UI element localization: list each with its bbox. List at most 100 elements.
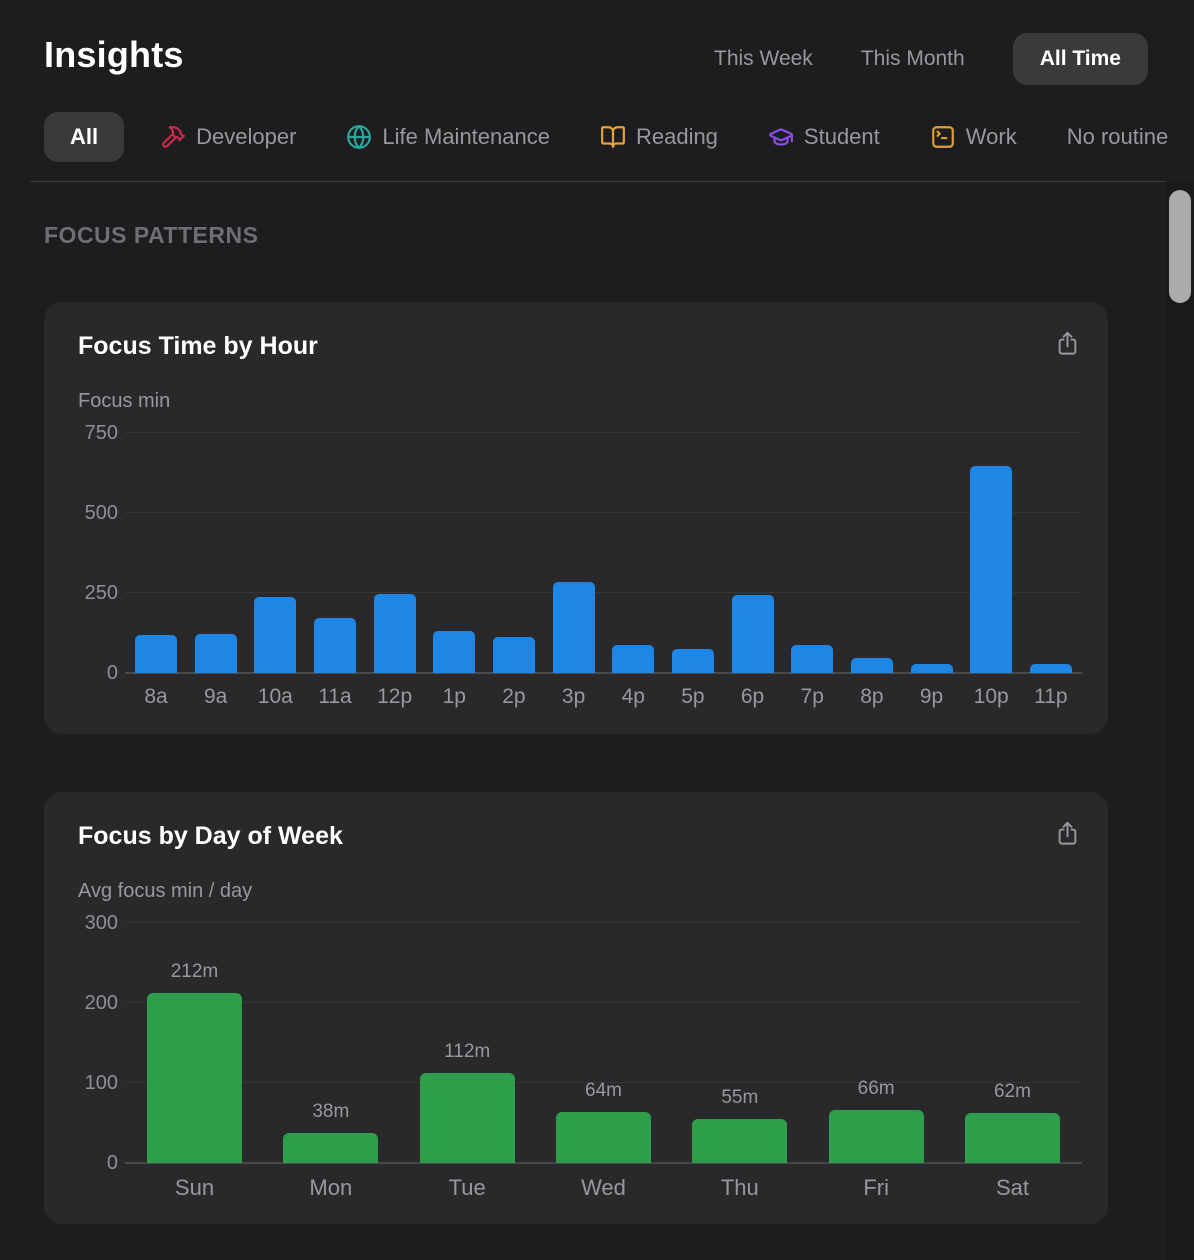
graduation-cap-icon: [768, 124, 794, 150]
x-axis-label: 8a: [144, 685, 168, 708]
x-axis-label: 7p: [800, 685, 824, 708]
filter-work[interactable]: Work: [930, 124, 1017, 150]
x-axis-label: 3p: [561, 685, 586, 708]
filter-student[interactable]: Student: [768, 124, 880, 150]
filter-developer[interactable]: Developer: [160, 124, 296, 150]
card-title: Focus Time by Hour: [78, 332, 318, 360]
bar-slot: 55m Thu: [692, 923, 788, 1200]
x-axis-label: 10p: [973, 685, 1009, 708]
tab-this-month[interactable]: This Month: [860, 47, 965, 70]
y-axis: 0 100 200 300: [78, 912, 118, 1174]
filter-life-maintenance[interactable]: Life Maintenance: [346, 124, 550, 150]
page-title: Insights: [44, 34, 184, 75]
share-icon: [1054, 330, 1081, 360]
share-button[interactable]: [1048, 816, 1086, 854]
x-axis-label: Tue: [448, 1175, 486, 1200]
x-axis-label: 10a: [257, 685, 293, 708]
bar-slot: 11a: [313, 433, 356, 708]
filter-label: No routine: [1066, 124, 1169, 149]
filter-label: Reading: [635, 124, 718, 149]
x-axis-label: 11a: [318, 685, 352, 708]
scrollbar-track[interactable]: [1166, 182, 1194, 1260]
card-title: Focus by Day of Week: [78, 822, 343, 850]
gridline: [125, 1162, 1082, 1164]
gridline: [125, 672, 1082, 674]
bar-value-label: 66m: [857, 1078, 895, 1100]
bar-Fri: [828, 1110, 924, 1163]
x-axis-label: 5p: [681, 685, 705, 708]
share-button[interactable]: [1048, 326, 1086, 364]
time-range-tabs: This Week This Month All Time: [714, 33, 1148, 85]
x-axis-label: Sat: [995, 1175, 1029, 1200]
bar-5p: [671, 648, 714, 673]
bar-Sat: [964, 1113, 1060, 1163]
filter-all[interactable]: All: [44, 112, 125, 162]
bar-4p: [612, 645, 655, 673]
bar-slot: 1p: [433, 433, 476, 708]
bar-slot: 38m Mon: [283, 923, 379, 1200]
filter-label: Student: [803, 124, 880, 149]
x-axis-label: 11p: [1034, 685, 1068, 708]
filter-no-routine[interactable]: No routine: [1067, 124, 1169, 150]
routine-filter-row: All Developer Life Maintenance: [44, 111, 1168, 163]
bar-slot: 8a: [135, 433, 177, 708]
bar-Thu: [692, 1119, 788, 1163]
x-axis-label: Mon: [309, 1175, 353, 1200]
bar-value-label: 112m: [444, 1041, 491, 1063]
bar-9p: [910, 664, 953, 673]
x-axis-label: Fri: [863, 1175, 889, 1200]
x-axis-label: 2p: [502, 685, 526, 708]
gridlines: [125, 922, 1082, 1164]
y-axis-tick: 200: [84, 992, 118, 1014]
bar-10a: [254, 597, 297, 673]
bar-value-label: 38m: [312, 1100, 350, 1122]
bar-slot: 7p: [791, 433, 834, 708]
bar-value-label: 62m: [993, 1081, 1031, 1103]
hourly-focus-bar-chart: 0 250 500 750 8a 9a 10a 11a 12p 1p 2p 3p 4p 5p 6p 7p 8p…: [78, 422, 1082, 708]
gridlines: [125, 432, 1082, 674]
chart-y-axis-title: Focus min: [78, 390, 171, 412]
section-title-focus-patterns: FOCUS PATTERNS: [44, 222, 259, 248]
bar-2p: [492, 636, 535, 673]
bars: 212m Sun 38m Mon 112m Tue 64m Wed 55m Thu 66m Fri 62…: [125, 923, 1082, 1200]
filter-label: Work: [965, 124, 1017, 149]
bar-slot: 12p: [373, 433, 416, 708]
bar-slot: 4p: [612, 433, 655, 708]
y-axis-tick: 0: [106, 1152, 118, 1174]
bar-slot: 2p: [492, 433, 535, 708]
x-axis-label: 8p: [860, 685, 884, 708]
weekday-focus-bar-chart: 0 100 200 300 212m Sun 38m Mon 112m Tue 64m Wed 55m…: [78, 912, 1082, 1200]
bar-slot: 5p: [671, 433, 714, 708]
y-axis-tick: 250: [84, 582, 118, 604]
header-divider: [30, 181, 1166, 182]
bar-11a: [313, 617, 356, 673]
x-axis-label: 9p: [919, 685, 944, 708]
bar-slot: 10a: [254, 433, 297, 708]
y-axis-tick: 500: [84, 502, 118, 524]
bar-slot: 212m Sun: [147, 923, 242, 1200]
y-axis: 0 250 500 750: [78, 422, 118, 684]
x-axis-label: 12p: [377, 685, 413, 708]
bar-slot: 11p: [1029, 433, 1072, 708]
bar-8a: [135, 634, 177, 673]
terminal-icon: [930, 124, 956, 150]
bar-Sun: [147, 993, 242, 1163]
x-axis-label: Wed: [581, 1175, 626, 1200]
bar-slot: 9a: [194, 433, 237, 708]
x-axis-label: Thu: [720, 1175, 759, 1200]
gridline: [125, 1082, 1082, 1083]
bar-Wed: [555, 1111, 651, 1163]
x-axis-label: Sun: [174, 1175, 215, 1200]
gridline: [125, 922, 1082, 923]
bar-slot: 6p: [731, 433, 774, 708]
bar-slot: 10p: [970, 433, 1013, 708]
filter-label: Life Maintenance: [382, 124, 550, 149]
tab-this-week[interactable]: This Week: [714, 47, 813, 70]
bar-11p: [1029, 664, 1072, 673]
bar-7p: [791, 644, 834, 673]
tab-all-time[interactable]: All Time: [1012, 33, 1148, 85]
scrollbar-thumb[interactable]: [1169, 190, 1191, 303]
x-axis-label: 4p: [621, 685, 645, 708]
bar-slot: 3p: [552, 433, 595, 708]
filter-reading[interactable]: Reading: [600, 124, 718, 150]
